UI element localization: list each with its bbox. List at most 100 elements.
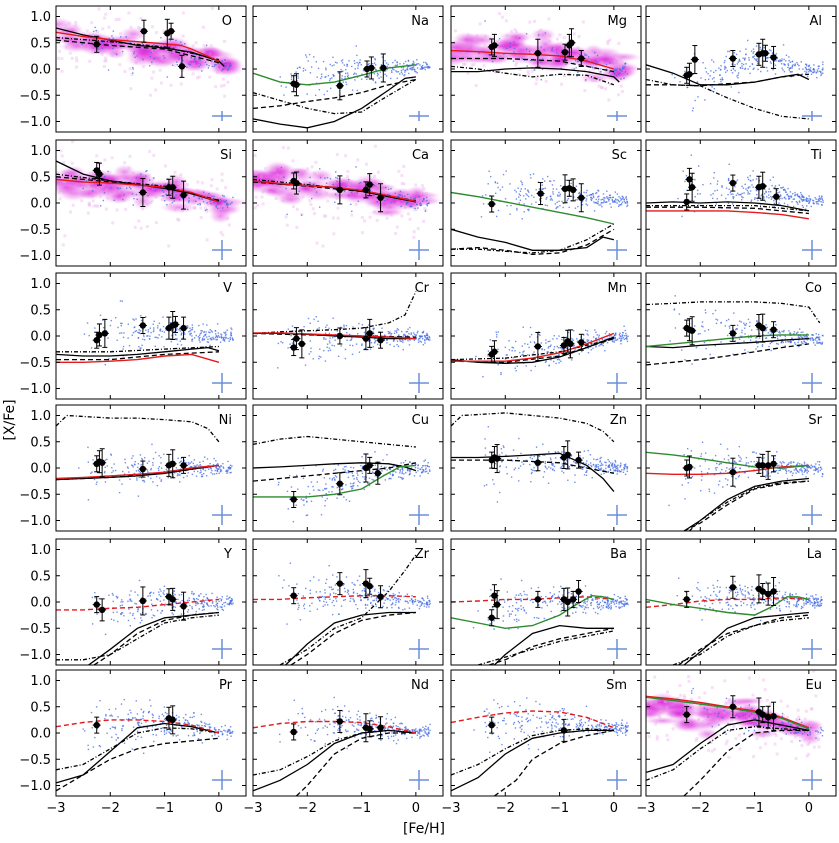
field-star (289, 343, 291, 345)
field-star (601, 202, 603, 204)
field-star (818, 195, 821, 197)
field-star (545, 466, 547, 469)
field-star (163, 331, 166, 333)
field-star (374, 82, 377, 84)
density-speck (110, 156, 114, 160)
program-stars (682, 167, 781, 211)
field-star (131, 193, 134, 195)
field-star (553, 348, 555, 351)
field-star (525, 193, 527, 195)
field-star (783, 329, 785, 332)
field-star (343, 190, 346, 193)
field-star (315, 61, 318, 63)
density-speck (85, 40, 89, 44)
density-speck (57, 56, 61, 60)
field-star (585, 191, 587, 194)
field-star (802, 199, 805, 201)
field-star (371, 471, 374, 473)
field-star (173, 191, 175, 193)
field-star (729, 330, 732, 332)
density-speck (88, 59, 92, 63)
field-star (131, 464, 134, 467)
field-star (348, 195, 350, 197)
field-star (538, 455, 541, 458)
field-star (341, 75, 343, 77)
field-star (123, 194, 125, 196)
field-star (806, 335, 808, 338)
field-star (529, 59, 532, 62)
field-star (722, 78, 724, 81)
field-star (558, 191, 560, 194)
field-star (345, 68, 347, 71)
field-star (696, 189, 699, 192)
field-star (749, 186, 751, 188)
field-star (222, 338, 225, 340)
density-halo (451, 6, 626, 102)
field-star (312, 485, 314, 488)
model-curve-dashdot (56, 345, 219, 353)
field-star (704, 330, 706, 332)
field-star (137, 469, 140, 472)
field-star (513, 51, 515, 53)
field-star (776, 330, 778, 332)
field-star (135, 470, 138, 472)
y-tick-label: 1.0 (30, 144, 51, 159)
density-speck (130, 73, 134, 77)
field-star (227, 337, 229, 340)
density-speck (314, 186, 318, 190)
field-star (802, 335, 805, 337)
field-star (150, 469, 152, 471)
field-star (623, 464, 626, 466)
density-speck (396, 200, 400, 204)
field-star (202, 200, 205, 203)
field-star (591, 342, 593, 345)
field-star (600, 204, 602, 206)
field-star (428, 469, 431, 471)
density-speck (281, 137, 284, 140)
field-star (403, 473, 405, 475)
field-star (770, 349, 772, 352)
field-star (402, 68, 404, 71)
density-speck (517, 73, 521, 77)
field-star (546, 196, 548, 199)
field-star (291, 325, 294, 327)
field-star (711, 78, 714, 80)
field-star (713, 88, 716, 90)
field-star (574, 474, 576, 476)
field-star (321, 75, 323, 78)
field-star (547, 347, 549, 349)
field-star (612, 196, 614, 199)
field-star (319, 348, 321, 350)
field-star (412, 60, 415, 63)
density-speck (202, 50, 206, 54)
field-star (776, 189, 778, 192)
density-speck (107, 192, 111, 196)
field-star (757, 62, 759, 65)
field-star (147, 335, 149, 337)
field-star (215, 466, 218, 468)
density-speck (65, 45, 69, 49)
field-star (160, 36, 162, 39)
program-stars (92, 161, 188, 210)
field-star (553, 346, 556, 348)
field-star (806, 197, 808, 200)
field-star (567, 479, 569, 481)
density-speck (173, 170, 177, 174)
density-speck (106, 196, 110, 200)
field-star (808, 195, 810, 197)
field-star (611, 464, 613, 466)
density-speck (308, 199, 312, 203)
field-star (163, 346, 165, 348)
field-star (800, 192, 802, 194)
field-star (163, 453, 165, 456)
density-speck (159, 81, 163, 85)
field-star (408, 469, 411, 472)
field-star (557, 358, 560, 360)
field-star (748, 325, 751, 328)
field-star (206, 208, 208, 211)
field-star (778, 330, 781, 333)
field-star (567, 197, 570, 200)
density-speck (103, 59, 107, 63)
field-star (808, 71, 810, 73)
field-star (392, 474, 395, 476)
